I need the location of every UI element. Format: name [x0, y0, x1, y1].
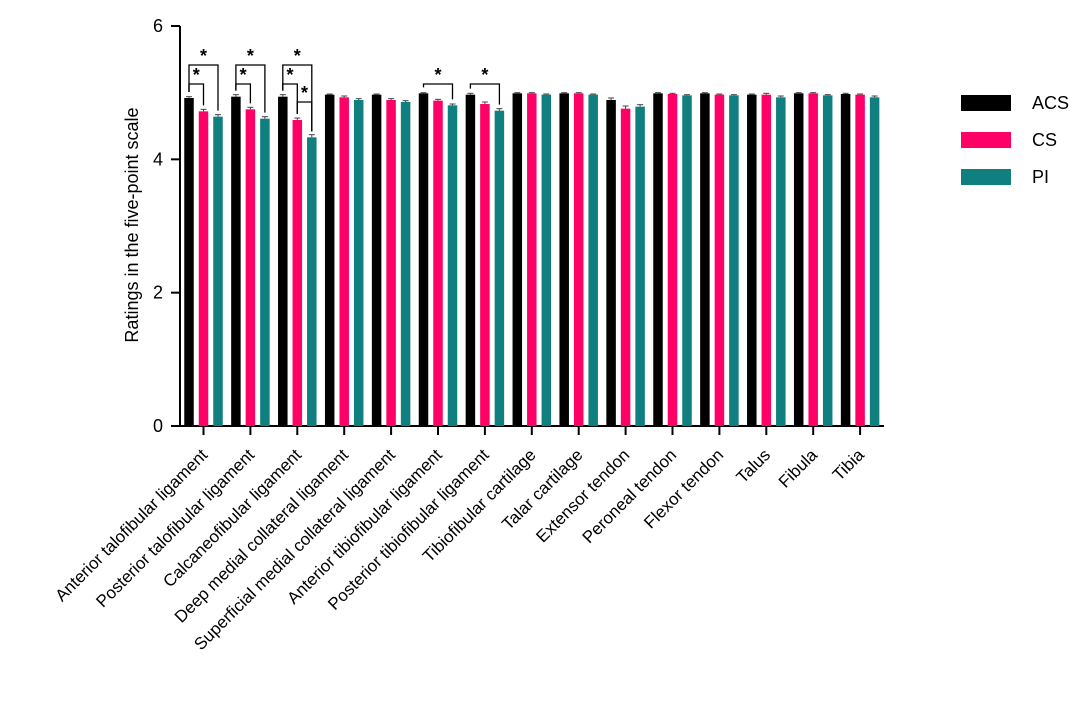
y-axis-title: Ratings in the five-point scale: [122, 107, 142, 342]
bar-acs: [653, 93, 663, 426]
bar-acs: [512, 93, 523, 426]
bar-pi: [588, 94, 598, 427]
bar-acs: [747, 94, 757, 427]
bars: [184, 92, 880, 427]
y-tick-label: 6: [153, 16, 163, 36]
bar-cs: [245, 109, 256, 426]
bar-pi: [541, 94, 552, 427]
legend-label-acs: ACS: [1032, 93, 1069, 113]
significance-bracket: [422, 83, 454, 100]
bar-acs: [231, 96, 241, 427]
bar-pi: [869, 97, 880, 426]
bar-pi: [213, 116, 223, 427]
significance-star: *: [287, 65, 294, 85]
x-tick-label: Talus: [733, 445, 774, 486]
bar-cs: [620, 108, 631, 427]
bar-acs: [793, 93, 804, 426]
bar-acs: [371, 94, 382, 427]
x-tick-label: Talar cartilage: [498, 445, 586, 533]
significance-star: *: [294, 46, 301, 66]
legend-swatch-acs: [961, 95, 1011, 111]
y-tick-label: 4: [153, 149, 163, 169]
bar-acs: [559, 93, 569, 426]
bar-pi: [260, 118, 270, 427]
bar-pi: [729, 95, 739, 426]
significance-bracket: [296, 101, 313, 132]
significance-bracket: [282, 64, 313, 132]
bar-acs: [278, 96, 288, 427]
bar-cs: [339, 97, 349, 426]
significance-star: *: [247, 46, 254, 66]
bar-acs: [700, 93, 710, 426]
y-axis: 0 2 4 6: [153, 16, 181, 436]
bar-cs: [855, 94, 865, 427]
bar-cs: [386, 100, 396, 426]
bar-acs: [184, 98, 194, 426]
y-tick-label: 2: [153, 283, 163, 303]
bar-cs: [714, 94, 725, 427]
legend-label-pi: PI: [1032, 167, 1049, 187]
significance-star: *: [200, 46, 207, 66]
significance-brackets: ******** *: [188, 46, 501, 132]
significance-star: *: [240, 65, 247, 85]
bar-acs: [606, 100, 616, 426]
bar-pi: [635, 106, 645, 427]
bar-cs: [761, 94, 772, 427]
significance-bracket: [235, 64, 266, 113]
significance-star: *: [481, 65, 488, 85]
significance-bracket: [188, 64, 219, 111]
y-tick-label: 0: [153, 416, 163, 436]
bar-cs: [527, 93, 537, 426]
bar-cs: [198, 111, 209, 426]
bar-cs: [433, 100, 443, 427]
bar-acs: [840, 94, 851, 426]
bar-cs: [667, 94, 678, 426]
x-tick-label: Tibia: [829, 445, 868, 484]
bar-pi: [494, 110, 505, 427]
x-tick-label: Fibula: [775, 445, 822, 492]
bar-pi: [307, 137, 317, 427]
bar-pi: [776, 97, 786, 426]
legend-swatch-pi: [961, 169, 1011, 185]
bar-cs: [292, 120, 303, 426]
bar-acs: [324, 94, 335, 427]
legend: ACS CS PI: [961, 93, 1069, 187]
bar-cs: [573, 93, 584, 426]
bar-acs: [465, 94, 476, 427]
significance-star: *: [301, 83, 308, 103]
significance-star: *: [193, 65, 200, 85]
bar-pi: [400, 102, 411, 426]
legend-swatch-cs: [961, 132, 1011, 148]
significance-star: *: [434, 65, 441, 85]
bar-acs: [418, 93, 429, 426]
bar-pi: [447, 105, 458, 426]
bar-pi: [353, 100, 364, 426]
legend-label-cs: CS: [1032, 130, 1057, 150]
bar-pi: [822, 95, 833, 426]
significance-bracket: [469, 83, 501, 105]
bar-pi: [682, 95, 692, 426]
bar-cs: [480, 104, 490, 426]
bar-cs: [808, 93, 818, 426]
